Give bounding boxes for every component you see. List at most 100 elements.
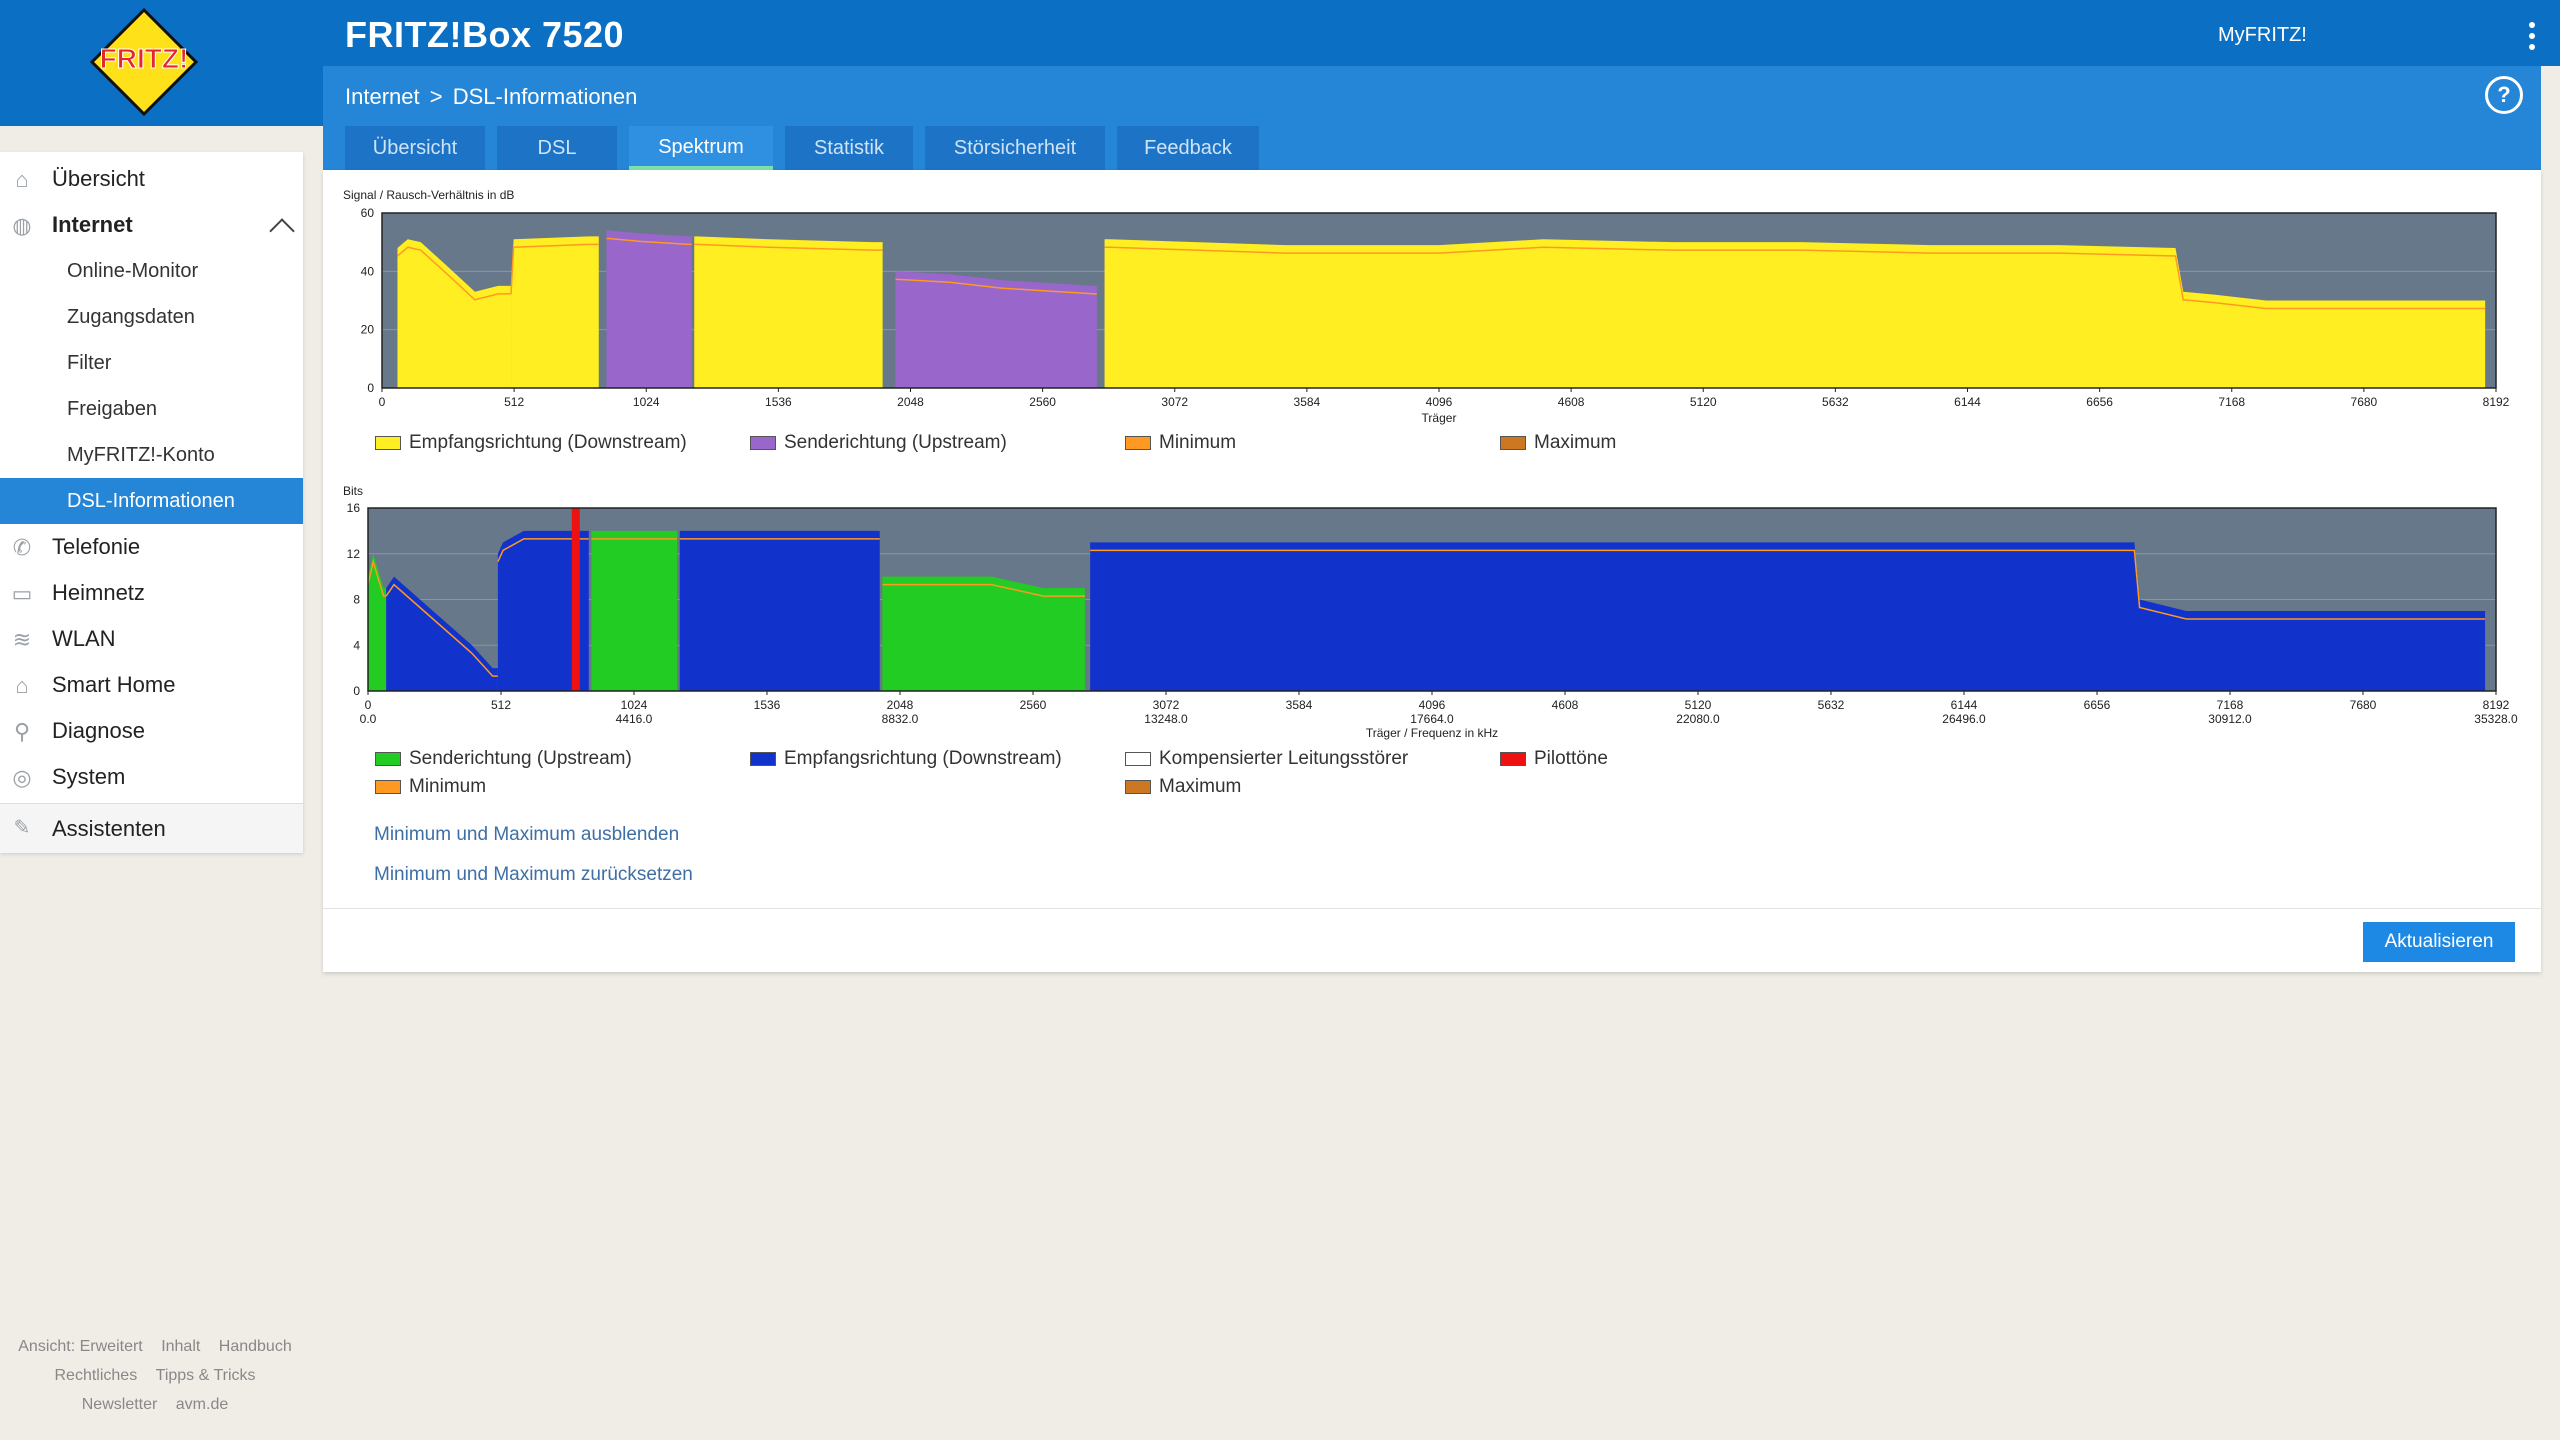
legend-item: Empfangsrichtung (Downstream) bbox=[375, 432, 687, 454]
x-tick-label: 5632 bbox=[1822, 395, 1849, 409]
legend-label: Empfangsrichtung (Downstream) bbox=[409, 432, 687, 453]
legend-label: Empfangsrichtung (Downstream) bbox=[784, 748, 1062, 769]
fritz-logo[interactable]: FRITZ! bbox=[88, 6, 200, 118]
minimum-line bbox=[367, 558, 387, 597]
x-tick-label: 3072 bbox=[1161, 395, 1188, 409]
legend-label: Maximum bbox=[1534, 432, 1617, 453]
sidebar-item-assistenten[interactable]: ✎ Assistenten bbox=[0, 803, 303, 853]
legend-label: Minimum bbox=[409, 776, 487, 797]
legend-swatch bbox=[1125, 752, 1151, 766]
sidebar-item-system[interactable]: ◎ System bbox=[0, 754, 303, 800]
footer-link-newsletter[interactable]: Newsletter bbox=[81, 1396, 158, 1413]
legend-label: Kompensierter Leitungsstörer bbox=[1159, 748, 1409, 769]
y-tick-label: 40 bbox=[361, 264, 375, 278]
legend-item: Maximum bbox=[1500, 432, 1616, 454]
legend-label: Senderichtung (Upstream) bbox=[409, 748, 632, 769]
legend-swatch bbox=[1500, 436, 1526, 450]
sidebar-item-telefonie[interactable]: ✆ Telefonie bbox=[0, 524, 303, 570]
footer-link-handbuch[interactable]: Handbuch bbox=[218, 1338, 292, 1355]
x-tick-label: 7168 bbox=[2218, 395, 2245, 409]
myfritz-link[interactable]: MyFRITZ! bbox=[2218, 24, 2307, 46]
sidebar-item-internet[interactable]: ◍ Internet bbox=[0, 202, 303, 248]
x-tick-label: 4608 bbox=[1552, 698, 1579, 712]
sidebar-item-diagnose[interactable]: ⚲ Diagnose bbox=[0, 708, 303, 754]
more-menu-icon[interactable] bbox=[2528, 22, 2536, 50]
help-icon[interactable]: ? bbox=[2485, 76, 2523, 114]
breadcrumb-page: DSL-Informationen bbox=[452, 84, 638, 109]
legend-label: Senderichtung (Upstream) bbox=[784, 432, 1007, 453]
tab-uebersicht[interactable]: Übersicht bbox=[345, 126, 485, 170]
tab-spektrum[interactable]: Spektrum bbox=[629, 126, 773, 170]
legend-item: Pilottöne bbox=[1500, 748, 1608, 770]
x-tick-label: 6656 bbox=[2084, 698, 2111, 712]
hide-minmax-link[interactable]: Minimum und Maximum ausblenden bbox=[374, 824, 680, 845]
minimum-line bbox=[1090, 549, 2486, 620]
legend-swatch bbox=[750, 752, 776, 766]
footer-link-rechtliches[interactable]: Rechtliches bbox=[54, 1367, 138, 1384]
diagnose-icon: ⚲ bbox=[13, 719, 31, 744]
x-tick-label: 6144 bbox=[1954, 395, 1981, 409]
tab-stoersicherheit[interactable]: Störsicherheit bbox=[925, 126, 1105, 170]
series-area bbox=[511, 236, 599, 388]
y-tick-label: 12 bbox=[347, 547, 361, 561]
minimum-line bbox=[694, 243, 883, 251]
logo-lettering: FRITZ! bbox=[100, 43, 189, 74]
footer-link-inhalt[interactable]: Inhalt bbox=[161, 1338, 201, 1355]
x-axis-label: Träger / Frequenz in kHz bbox=[1366, 726, 1498, 740]
sidebar-subitem-freigaben[interactable]: Freigaben bbox=[0, 386, 303, 432]
globe-icon: ◍ bbox=[12, 213, 32, 238]
x-tick-label: 512 bbox=[491, 698, 511, 712]
legend-item: Minimum bbox=[375, 776, 486, 798]
x-tick-label: 6144 bbox=[1951, 698, 1978, 712]
tab-feedback[interactable]: Feedback bbox=[1117, 126, 1259, 170]
sidebar-item-wlan[interactable]: ≋ WLAN bbox=[0, 616, 303, 662]
legend-swatch bbox=[1500, 752, 1526, 766]
y-tick-label: 4 bbox=[353, 638, 360, 652]
y-tick-label: 8 bbox=[353, 593, 360, 607]
x-tick-label: 2560 bbox=[1029, 395, 1056, 409]
footer-link-tipps[interactable]: Tipps & Tricks bbox=[155, 1367, 256, 1384]
sidebar-subitem-zugangsdaten[interactable]: Zugangsdaten bbox=[0, 294, 303, 340]
x-tick-label: 7168 bbox=[2217, 698, 2244, 712]
x-tick-label: 6656 bbox=[2086, 395, 2113, 409]
sidebar-item-smart-home[interactable]: ⌂ Smart Home bbox=[0, 662, 303, 708]
footer-link-ansicht[interactable]: Ansicht: Erweitert bbox=[18, 1338, 143, 1355]
sidebar-item-label: WLAN bbox=[52, 626, 116, 651]
divider bbox=[323, 908, 2541, 909]
sidebar-subitem-online-monitor[interactable]: Online-Monitor bbox=[0, 248, 303, 294]
minimum-line bbox=[882, 583, 1085, 597]
sidebar-subitem-label: DSL-Informationen bbox=[67, 490, 235, 512]
x-tick-label: 4608 bbox=[1558, 395, 1585, 409]
tab-dsl[interactable]: DSL bbox=[497, 126, 617, 170]
legend-swatch bbox=[375, 780, 401, 794]
sidebar-subitem-dsl-informationen[interactable]: DSL-Informationen bbox=[0, 478, 303, 524]
x-tick-label: 0 bbox=[365, 698, 372, 712]
footer-link-avm[interactable]: avm.de bbox=[175, 1396, 229, 1413]
sidebar-item-label: Übersicht bbox=[52, 166, 145, 191]
minimum-line bbox=[895, 278, 1097, 295]
series-area bbox=[591, 530, 678, 691]
legend-swatch bbox=[375, 752, 401, 766]
smarthome-icon: ⌂ bbox=[15, 673, 29, 698]
sidebar-subitem-filter[interactable]: Filter bbox=[0, 340, 303, 386]
chevron-up-icon[interactable] bbox=[269, 218, 295, 244]
legend-swatch bbox=[1125, 780, 1151, 794]
legend-item: Senderichtung (Upstream) bbox=[750, 432, 1007, 454]
refresh-button[interactable]: Aktualisieren bbox=[2363, 922, 2515, 962]
x-tick-label-khz: 22080.0 bbox=[1676, 712, 1720, 726]
sidebar-item-uebersicht[interactable]: ⌂ Übersicht bbox=[0, 156, 303, 202]
breadcrumb-section[interactable]: Internet bbox=[345, 84, 420, 109]
sidebar-subitem-label: Filter bbox=[67, 352, 112, 374]
product-title: FRITZ!Box 7520 bbox=[345, 14, 625, 55]
sidebar-subitem-label: Online-Monitor bbox=[67, 260, 199, 282]
sidebar-item-heimnetz[interactable]: ▭ Heimnetz bbox=[0, 570, 303, 616]
tab-statistik[interactable]: Statistik bbox=[785, 126, 913, 170]
series-area bbox=[1104, 239, 2486, 388]
sidebar-subitem-myfritz-konto[interactable]: MyFRITZ!-Konto bbox=[0, 432, 303, 478]
reset-minmax-link[interactable]: Minimum und Maximum zurücksetzen bbox=[374, 864, 693, 885]
y-tick-label: 0 bbox=[353, 684, 360, 698]
series-area bbox=[386, 576, 498, 691]
minimum-line bbox=[385, 583, 498, 677]
logo-area[interactable]: FRITZ! bbox=[0, 0, 323, 126]
